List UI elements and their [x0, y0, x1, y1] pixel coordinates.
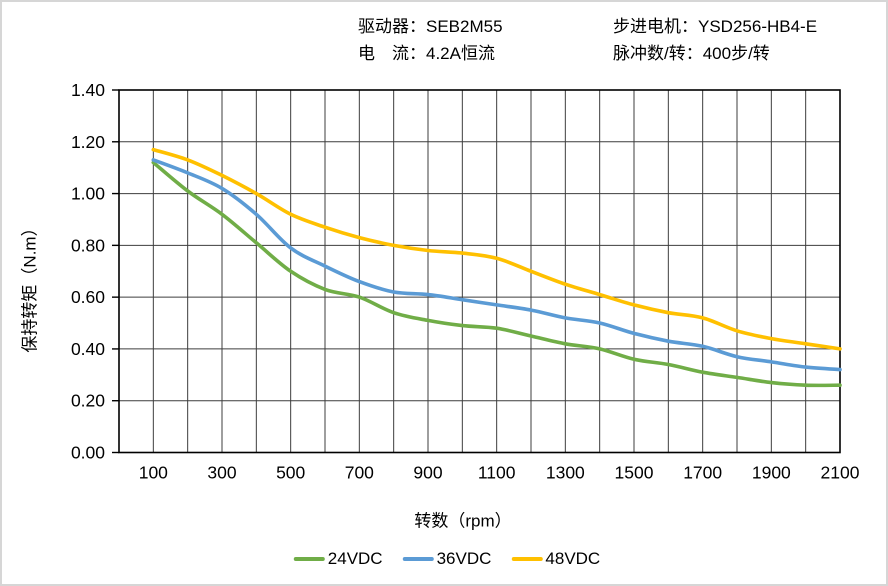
legend-swatch-36vdc	[402, 557, 434, 561]
x-tick-label: 300	[207, 463, 236, 483]
y-tick-label: 0.00	[71, 443, 105, 463]
y-tick-label: 0.80	[71, 235, 105, 255]
legend-label-48vdc: 48VDC	[545, 549, 601, 568]
curve-48vdc	[151, 147, 842, 351]
motor-model-label: 步进电机：YSD256-HB4-E	[613, 17, 818, 36]
current-label: 电 流：4.2A恒流	[358, 44, 495, 63]
y-tick-label: 0.40	[71, 339, 105, 359]
chart-legend: 24VDC 36VDC 48VDC	[293, 549, 600, 568]
legend-item-36vdc: 36VDC	[402, 549, 492, 568]
x-tick-label: 2100	[821, 463, 860, 483]
driver-model-label: 驱动器：SEB2M55	[358, 17, 503, 36]
curve-36vdc	[151, 158, 842, 372]
curve-24vdc	[151, 160, 842, 388]
x-tick-label: 1700	[683, 463, 722, 483]
x-tick-label: 1300	[546, 463, 585, 483]
y-tick-label: 1.40	[71, 80, 105, 100]
legend-label-24vdc: 24VDC	[327, 549, 383, 568]
x-tick-label: 100	[139, 463, 168, 483]
legend-item-24vdc: 24VDC	[293, 549, 383, 568]
legend-swatch-48vdc	[511, 557, 543, 561]
plot-frame	[118, 89, 841, 454]
pulses-per-rev-label: 脉冲数/转：400步/转	[613, 44, 770, 63]
y-axis-title: 保持转矩（N.m）	[20, 219, 40, 353]
x-tick-label: 700	[345, 463, 374, 483]
x-axis-title: 转数（rpm）	[414, 511, 512, 531]
x-tick-label: 900	[413, 463, 442, 483]
legend-swatch-24vdc	[293, 557, 325, 561]
legend-label-36vdc: 36VDC	[436, 549, 492, 568]
y-tick-label: 0.20	[71, 391, 105, 411]
x-tick-label: 1900	[752, 463, 791, 483]
y-tick-label: 0.60	[71, 287, 105, 307]
legend-item-48vdc: 48VDC	[511, 550, 600, 568]
y-tick-label: 1.00	[71, 184, 105, 204]
x-tick-label: 1500	[615, 463, 654, 483]
y-tick-label: 1.20	[71, 132, 105, 152]
x-tick-label: 1100	[478, 463, 516, 483]
x-tick-label: 500	[276, 463, 305, 483]
